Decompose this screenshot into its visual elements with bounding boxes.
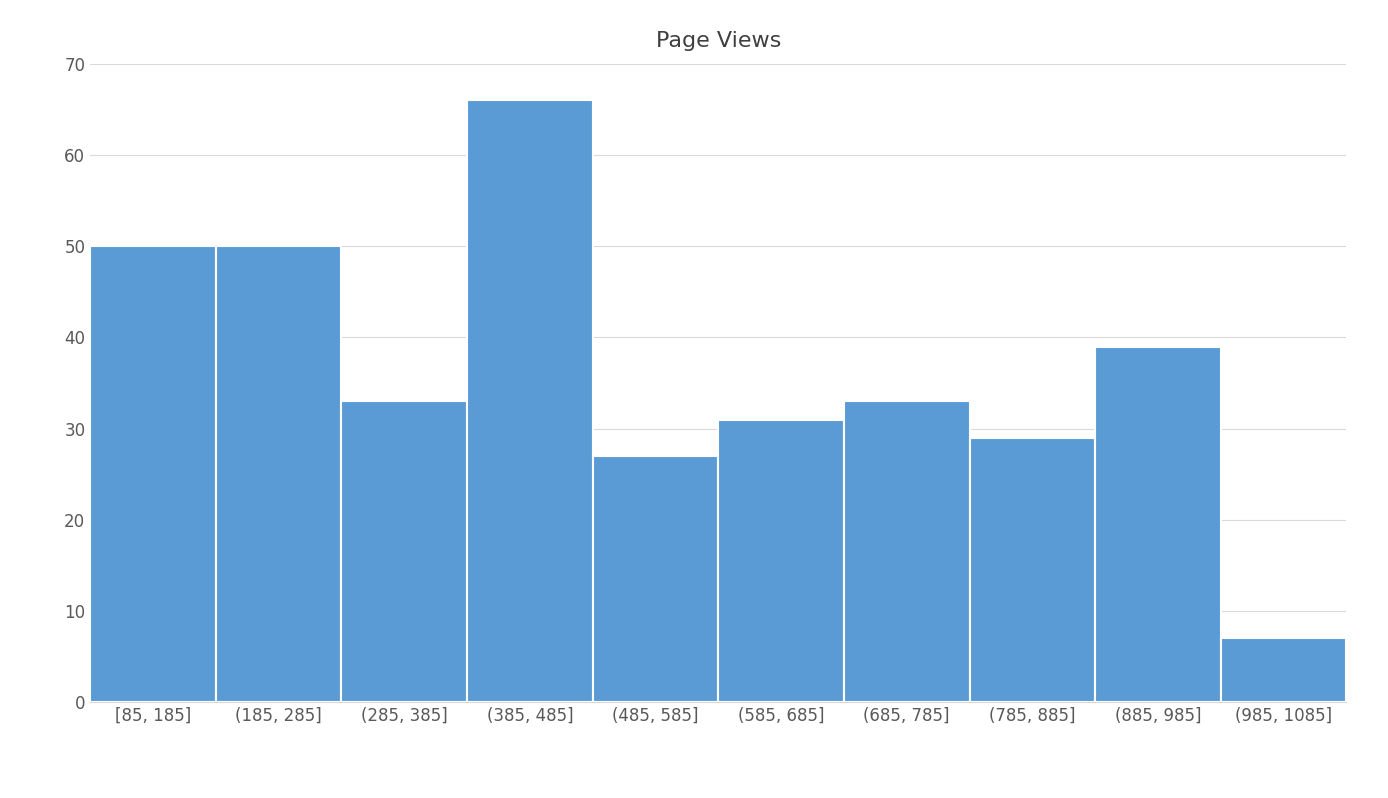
Bar <box>1095 346 1220 702</box>
Bar <box>719 420 844 702</box>
Bar <box>593 456 719 702</box>
Bar <box>844 401 969 702</box>
Bar <box>466 101 593 702</box>
Bar <box>969 438 1095 702</box>
Bar <box>90 247 217 702</box>
Bar <box>341 401 466 702</box>
Title: Page Views: Page Views <box>655 31 781 51</box>
Bar <box>215 247 341 702</box>
Bar <box>1220 638 1346 702</box>
